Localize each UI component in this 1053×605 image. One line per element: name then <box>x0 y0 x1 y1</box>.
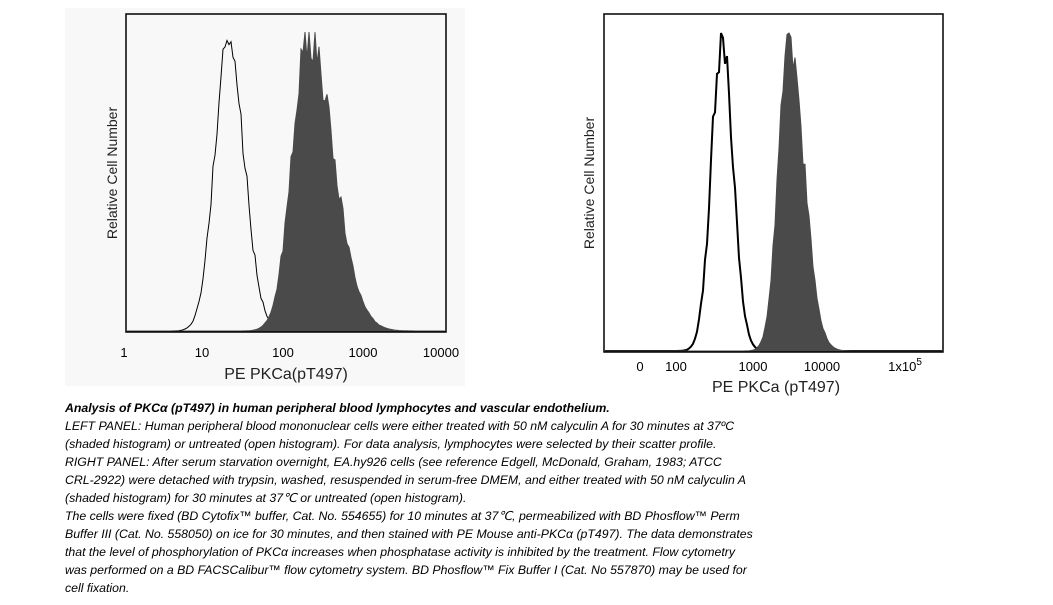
y-axis-label: Relative Cell Number <box>104 107 120 240</box>
shaded-histogram <box>605 32 942 352</box>
x-tick-label: 1 <box>120 345 127 360</box>
caption-line: Buffer III (Cat. No. 558050) on ice for … <box>65 527 753 541</box>
x-axis-label: PE PKCa (pT497) <box>712 379 840 396</box>
x-tick-label: 100 <box>272 345 294 360</box>
caption-line: CRL-2922) were detached with trypsin, wa… <box>65 473 746 487</box>
y-axis-label: Relative Cell Number <box>581 117 597 250</box>
caption-line: (shaded histogram) or untreated (open hi… <box>65 437 717 451</box>
caption-line: The cells were fixed (BD Cytofix™ buffer… <box>65 509 740 523</box>
caption-line: (shaded histogram) for 30 minutes at 37℃… <box>65 491 467 505</box>
caption-line: LEFT PANEL: Human peripheral blood monon… <box>65 419 735 433</box>
x-tick-label: 0 <box>636 359 643 374</box>
caption-line: cell fixation. <box>65 581 130 595</box>
left-plot-frame <box>125 13 447 333</box>
caption-line: that the level of phosphorylation of PKC… <box>65 545 736 559</box>
caption-line: was performed on a BD FACSCalibur™ flow … <box>65 563 747 577</box>
right-histogram-panel: 0 100 1000 10000 1x105 PE PKCa (pT497) R… <box>581 13 944 396</box>
x-tick-label: 10000 <box>423 345 459 360</box>
x-tick-label: 100 <box>665 359 687 374</box>
x-tick-label: 1000 <box>739 359 768 374</box>
x-tick-label-1e5: 1x105 <box>888 357 922 374</box>
figure-caption: Analysis of PKCα (pT497) in human periph… <box>65 399 965 597</box>
caption-title: Analysis of PKCα (pT497) in human periph… <box>65 401 610 415</box>
right-plot-frame <box>603 13 944 353</box>
caption-line: RIGHT PANEL: After serum starvation over… <box>65 455 722 469</box>
x-tick-label: 10000 <box>804 359 840 374</box>
shaded-histogram <box>127 31 445 332</box>
left-histogram-panel: 1 10 100 1000 10000 PE PKCa(pT497) Relat… <box>104 13 459 383</box>
x-tick-label: 10 <box>195 345 209 360</box>
x-axis-label: PE PKCa(pT497) <box>224 366 348 383</box>
x-tick-label: 1000 <box>349 345 378 360</box>
